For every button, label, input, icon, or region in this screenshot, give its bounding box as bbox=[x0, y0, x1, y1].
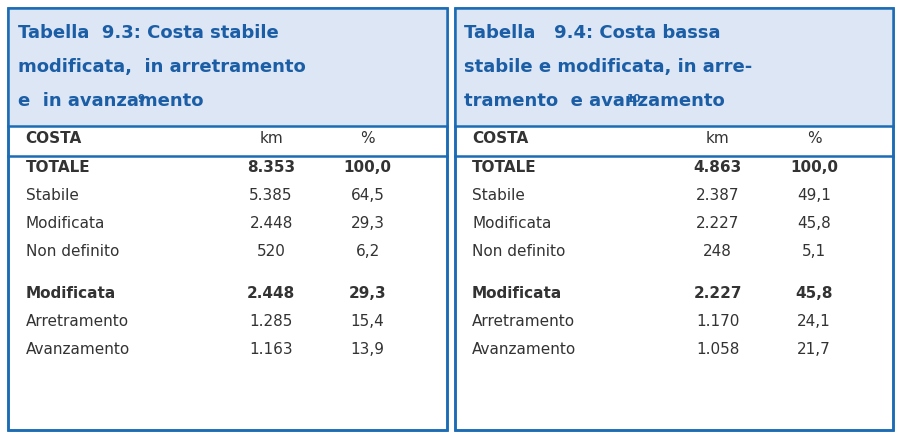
Text: 100,0: 100,0 bbox=[790, 160, 838, 175]
Text: modificata,  in arretramento: modificata, in arretramento bbox=[18, 58, 305, 76]
Bar bbox=[8, 8, 447, 430]
Text: Modificata: Modificata bbox=[25, 286, 116, 301]
Text: %: % bbox=[360, 131, 375, 146]
Bar bbox=[454, 8, 893, 126]
Text: 8.353: 8.353 bbox=[247, 160, 296, 175]
Text: Arretramento: Arretramento bbox=[25, 314, 129, 329]
Text: 21,7: 21,7 bbox=[797, 342, 831, 357]
Text: Avanzamento: Avanzamento bbox=[25, 342, 130, 357]
Text: km: km bbox=[705, 131, 730, 146]
Bar bbox=[454, 8, 893, 430]
Text: 1.170: 1.170 bbox=[696, 314, 740, 329]
Text: e  in avanzamento: e in avanzamento bbox=[18, 92, 204, 110]
Text: stabile e modificata, in arre-: stabile e modificata, in arre- bbox=[465, 58, 752, 76]
Text: tramento  e avanzamento: tramento e avanzamento bbox=[465, 92, 725, 110]
Text: 45,8: 45,8 bbox=[796, 286, 833, 301]
Text: Non definito: Non definito bbox=[25, 244, 119, 259]
Text: 5.385: 5.385 bbox=[250, 188, 293, 203]
Text: Arretramento: Arretramento bbox=[472, 314, 575, 329]
Text: 13,9: 13,9 bbox=[350, 342, 385, 357]
Text: COSTA: COSTA bbox=[472, 131, 528, 146]
Text: 45,8: 45,8 bbox=[797, 216, 831, 231]
Text: Tabella   9.4: Costa bassa: Tabella 9.4: Costa bassa bbox=[465, 24, 721, 42]
Text: 1.163: 1.163 bbox=[250, 342, 293, 357]
Text: 2.448: 2.448 bbox=[250, 216, 293, 231]
Text: Non definito: Non definito bbox=[472, 244, 566, 259]
Text: 29,3: 29,3 bbox=[349, 286, 387, 301]
Text: 4.863: 4.863 bbox=[694, 160, 742, 175]
Text: 6,2: 6,2 bbox=[356, 244, 379, 259]
Text: 1.285: 1.285 bbox=[250, 314, 293, 329]
Text: Stabile: Stabile bbox=[25, 188, 78, 203]
Text: COSTA: COSTA bbox=[25, 131, 82, 146]
Text: 1.058: 1.058 bbox=[696, 342, 740, 357]
Text: 24,1: 24,1 bbox=[797, 314, 831, 329]
Text: 2.227: 2.227 bbox=[696, 216, 740, 231]
Text: 15,4: 15,4 bbox=[350, 314, 385, 329]
Text: Modificata: Modificata bbox=[472, 216, 551, 231]
Text: Avanzamento: Avanzamento bbox=[472, 342, 577, 357]
Text: 9: 9 bbox=[138, 94, 145, 104]
Text: Modificata: Modificata bbox=[25, 216, 105, 231]
Text: Modificata: Modificata bbox=[472, 286, 562, 301]
Text: 64,5: 64,5 bbox=[350, 188, 385, 203]
Text: km: km bbox=[259, 131, 283, 146]
Text: 2.448: 2.448 bbox=[247, 286, 296, 301]
Text: 2.227: 2.227 bbox=[694, 286, 742, 301]
Text: TOTALE: TOTALE bbox=[472, 160, 537, 175]
Text: 10: 10 bbox=[627, 94, 642, 104]
Text: 5,1: 5,1 bbox=[802, 244, 826, 259]
Text: %: % bbox=[806, 131, 822, 146]
Text: 248: 248 bbox=[703, 244, 732, 259]
Text: 520: 520 bbox=[257, 244, 286, 259]
Bar bbox=[454, 8, 893, 430]
Text: Stabile: Stabile bbox=[472, 188, 525, 203]
Text: 2.387: 2.387 bbox=[696, 188, 740, 203]
Text: 29,3: 29,3 bbox=[350, 216, 385, 231]
Text: Tabella  9.3: Costa stabile: Tabella 9.3: Costa stabile bbox=[18, 24, 278, 42]
Bar bbox=[8, 8, 447, 430]
Text: TOTALE: TOTALE bbox=[25, 160, 90, 175]
Bar bbox=[8, 8, 447, 126]
Text: 100,0: 100,0 bbox=[343, 160, 392, 175]
Text: 49,1: 49,1 bbox=[797, 188, 831, 203]
